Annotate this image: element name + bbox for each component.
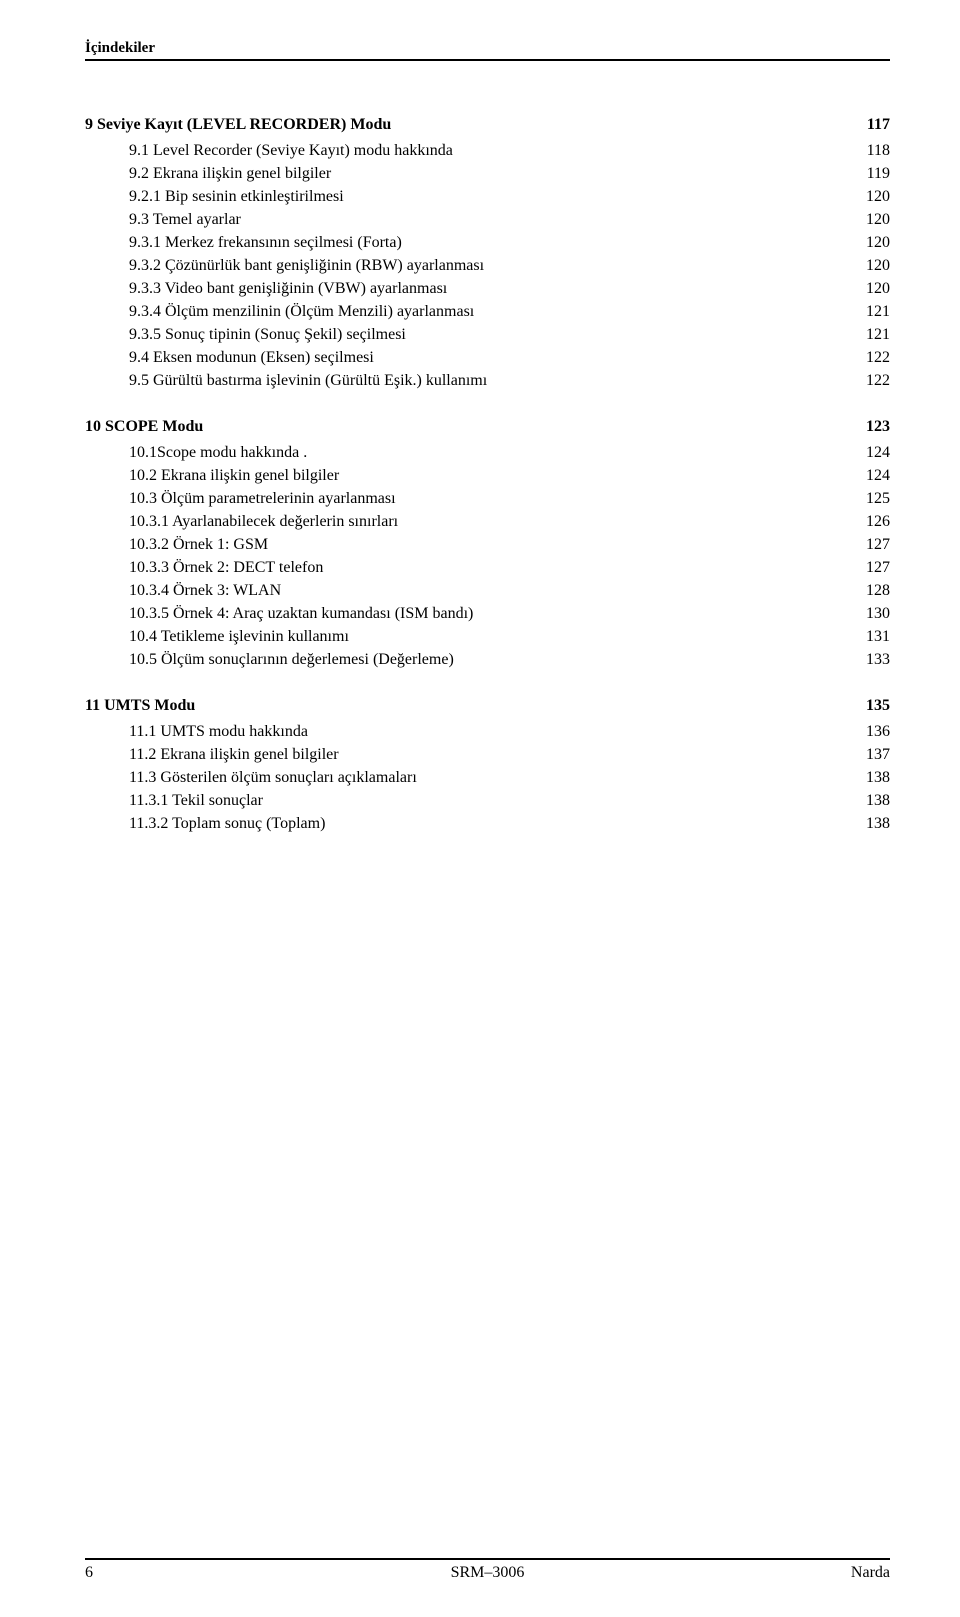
footer-model: SRM–3006 bbox=[451, 1564, 525, 1582]
toc-label: 9.3.4 Ölçüm menzilinin (Ölçüm Menzili) a… bbox=[129, 303, 474, 321]
toc-page-number: 122 bbox=[866, 349, 890, 367]
toc-label: 9.3.3 Video bant genişliğinin (VBW) ayar… bbox=[129, 280, 447, 298]
toc-label: 9 Seviye Kayıt (LEVEL RECORDER) Modu bbox=[85, 116, 391, 134]
toc-container: 9 Seviye Kayıt (LEVEL RECORDER) Modu1179… bbox=[85, 116, 890, 833]
toc-page-number: 120 bbox=[866, 188, 890, 206]
toc-entry: 9.3.4 Ölçüm menzilinin (Ölçüm Menzili) a… bbox=[85, 303, 890, 321]
toc-page-number: 128 bbox=[866, 582, 890, 600]
toc-entry: 11.3.2 Toplam sonuç (Toplam) 138 bbox=[85, 815, 890, 833]
toc-entry: 9.2.1 Bip sesinin etkinleştirilmesi 120 bbox=[85, 188, 890, 206]
toc-entry: 9.3.3 Video bant genişliğinin (VBW) ayar… bbox=[85, 280, 890, 298]
toc-chapter: 10 SCOPE Modu 123 bbox=[85, 418, 890, 436]
toc-page-number: 118 bbox=[867, 142, 890, 160]
toc-entry: 10.3.4 Örnek 3: WLAN 128 bbox=[85, 582, 890, 600]
toc-label: 11.2 Ekrana ilişkin genel bilgiler bbox=[129, 746, 339, 764]
toc-page-number: 137 bbox=[866, 746, 890, 764]
toc-entry: 11.3 Gösterilen ölçüm sonuçları açıklama… bbox=[85, 769, 890, 787]
toc-label: 10.2 Ekrana ilişkin genel bilgiler bbox=[129, 467, 339, 485]
toc-entry: 10.1Scope modu hakkında . 124 bbox=[85, 444, 890, 462]
toc-page-number: 120 bbox=[866, 280, 890, 298]
toc-page-number: 130 bbox=[866, 605, 890, 623]
toc-label: 9.2 Ekrana ilişkin genel bilgiler bbox=[129, 165, 331, 183]
toc-entry: 9.1 Level Recorder (Seviye Kayıt) modu h… bbox=[85, 142, 890, 160]
toc-page-number: 127 bbox=[866, 559, 890, 577]
toc-label: 11.3 Gösterilen ölçüm sonuçları açıklama… bbox=[129, 769, 417, 787]
toc-label: 10.4 Tetikleme işlevinin kullanımı bbox=[129, 628, 349, 646]
toc-entry: 10.3.1 Ayarlanabilecek değerlerin sınırl… bbox=[85, 513, 890, 531]
toc-entry: 10.3.5 Örnek 4: Araç uzaktan kumandası (… bbox=[85, 605, 890, 623]
toc-page-number: 126 bbox=[866, 513, 890, 531]
toc-entry: 9.3.2 Çözünürlük bant genişliğinin (RBW)… bbox=[85, 257, 890, 275]
toc-label: 9.4 Eksen modunun (Eksen) seçilmesi bbox=[129, 349, 374, 367]
toc-page-number: 133 bbox=[866, 651, 890, 669]
toc-label: 10.3.1 Ayarlanabilecek değerlerin sınırl… bbox=[129, 513, 398, 531]
toc-entry: 10.5 Ölçüm sonuçlarının değerlemesi (Değ… bbox=[85, 651, 890, 669]
toc-label: 11.3.1 Tekil sonuçlar bbox=[129, 792, 263, 810]
toc-label: 9.3 Temel ayarlar bbox=[129, 211, 241, 229]
toc-label: 9.2.1 Bip sesinin etkinleştirilmesi bbox=[129, 188, 344, 206]
toc-page-number: 136 bbox=[866, 723, 890, 741]
toc-label: 10.3.4 Örnek 3: WLAN bbox=[129, 582, 281, 600]
toc-page-number: 120 bbox=[866, 211, 890, 229]
toc-label: 9.5 Gürültü bastırma işlevinin (Gürültü … bbox=[129, 372, 487, 390]
toc-page-number: 124 bbox=[866, 467, 890, 485]
toc-label: 10.3.3 Örnek 2: DECT telefon bbox=[129, 559, 323, 577]
toc-entry: 9.2 Ekrana ilişkin genel bilgiler 119 bbox=[85, 165, 890, 183]
footer-page-number: 6 bbox=[85, 1564, 93, 1582]
toc-label: 9.3.2 Çözünürlük bant genişliğinin (RBW)… bbox=[129, 257, 484, 275]
toc-entry: 10.3 Ölçüm parametrelerinin ayarlanması 1… bbox=[85, 490, 890, 508]
toc-entry: 11.3.1 Tekil sonuçlar 138 bbox=[85, 792, 890, 810]
toc-label: 9.3.1 Merkez frekansının seçilmesi (Fort… bbox=[129, 234, 402, 252]
toc-entry: 11.2 Ekrana ilişkin genel bilgiler 137 bbox=[85, 746, 890, 764]
toc-label: 10.3.2 Örnek 1: GSM bbox=[129, 536, 268, 554]
toc-page-number: 123 bbox=[866, 418, 890, 436]
toc-page-number: 120 bbox=[866, 234, 890, 252]
toc-entry: 9.3 Temel ayarlar 120 bbox=[85, 211, 890, 229]
toc-label: 11.1 UMTS modu hakkında bbox=[129, 723, 308, 741]
toc-label: 10.3 Ölçüm parametrelerinin ayarlanması bbox=[129, 490, 396, 508]
toc-page-number: 135 bbox=[866, 697, 890, 715]
toc-page-number: 138 bbox=[866, 815, 890, 833]
toc-entry: 10.4 Tetikleme işlevinin kullanımı 131 bbox=[85, 628, 890, 646]
toc-page-number: 131 bbox=[866, 628, 890, 646]
toc-page-number: 120 bbox=[866, 257, 890, 275]
toc-label: 11 UMTS Modu bbox=[85, 697, 195, 715]
toc-page-number: 138 bbox=[866, 769, 890, 787]
toc-entry: 9.5 Gürültü bastırma işlevinin (Gürültü … bbox=[85, 372, 890, 390]
toc-label: 10 SCOPE Modu bbox=[85, 418, 203, 436]
toc-page-number: 117 bbox=[867, 116, 890, 134]
page-footer: 6 SRM–3006 Narda bbox=[85, 1558, 890, 1582]
toc-page-number: 119 bbox=[867, 165, 890, 183]
toc-page-number: 127 bbox=[866, 536, 890, 554]
toc-page-number: 121 bbox=[866, 326, 890, 344]
toc-page-number: 125 bbox=[866, 490, 890, 508]
toc-page-number: 138 bbox=[866, 792, 890, 810]
toc-page-number: 121 bbox=[866, 303, 890, 321]
toc-page-number: 122 bbox=[866, 372, 890, 390]
toc-chapter: 9 Seviye Kayıt (LEVEL RECORDER) Modu 117 bbox=[85, 116, 890, 134]
footer-brand: Narda bbox=[851, 1564, 890, 1582]
toc-label: 10.3.5 Örnek 4: Araç uzaktan kumandası (… bbox=[129, 605, 473, 623]
toc-label: 9.3.5 Sonuç tipinin (Sonuç Şekil) seçilm… bbox=[129, 326, 406, 344]
toc-page-number: 124 bbox=[866, 444, 890, 462]
toc-entry: 10.3.2 Örnek 1: GSM 127 bbox=[85, 536, 890, 554]
toc-chapter: 11 UMTS Modu 135 bbox=[85, 697, 890, 715]
toc-entry: 9.3.5 Sonuç tipinin (Sonuç Şekil) seçilm… bbox=[85, 326, 890, 344]
toc-label: 9.1 Level Recorder (Seviye Kayıt) modu h… bbox=[129, 142, 453, 160]
toc-entry: 9.3.1 Merkez frekansının seçilmesi (Fort… bbox=[85, 234, 890, 252]
document-page: İçindekiler 9 Seviye Kayıt (LEVEL RECORD… bbox=[0, 0, 960, 1617]
toc-entry: 9.4 Eksen modunun (Eksen) seçilmesi 122 bbox=[85, 349, 890, 367]
toc-label: 10.5 Ölçüm sonuçlarının değerlemesi (Değ… bbox=[129, 651, 454, 669]
toc-entry: 11.1 UMTS modu hakkında 136 bbox=[85, 723, 890, 741]
toc-label: 10.1Scope modu hakkında . bbox=[129, 444, 307, 462]
toc-label: 11.3.2 Toplam sonuç (Toplam) bbox=[129, 815, 325, 833]
toc-entry: 10.2 Ekrana ilişkin genel bilgiler 124 bbox=[85, 467, 890, 485]
page-header: İçindekiler bbox=[85, 40, 890, 61]
toc-entry: 10.3.3 Örnek 2: DECT telefon 127 bbox=[85, 559, 890, 577]
